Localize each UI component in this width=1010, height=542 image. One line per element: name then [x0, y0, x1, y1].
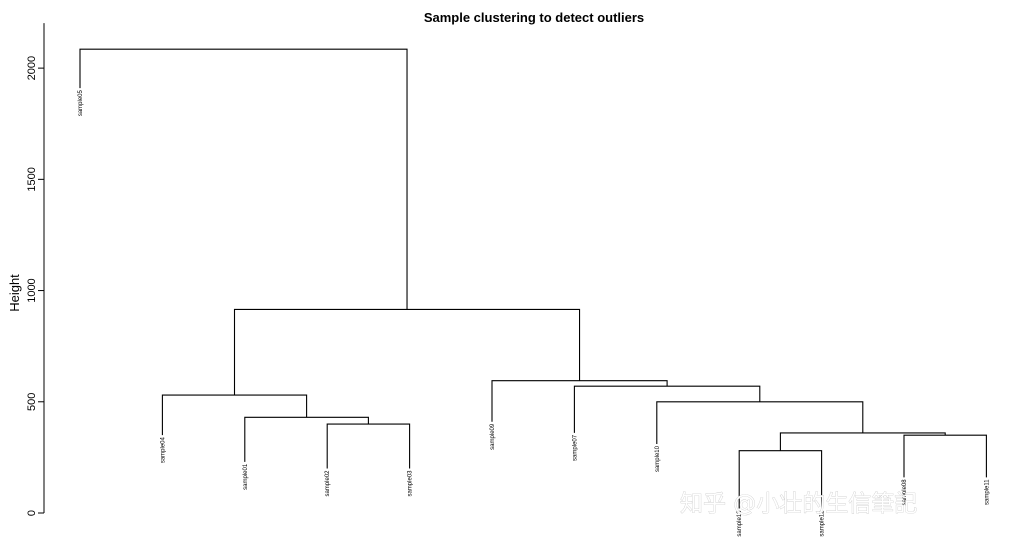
- leaf-label-sample02: sample02: [325, 470, 331, 497]
- watermark: 知乎 @小壮的生信筆記: [680, 491, 917, 517]
- y-tick-label: 1500: [26, 167, 38, 191]
- dendrogram-branches: [79, 48, 987, 509]
- y-tick-label: 0: [26, 510, 38, 516]
- leaf-label-sample01: sample01: [243, 463, 249, 490]
- leaf-label-sample11: sample11: [984, 479, 990, 505]
- branch-m8: [573, 385, 761, 433]
- branch-m5: [903, 434, 987, 478]
- branch-m6: [779, 432, 946, 451]
- y-tick-label: 500: [26, 393, 38, 411]
- leaf-label-sample08: sample08: [902, 479, 908, 506]
- branch-m9: [491, 380, 668, 422]
- leaf-label-sample13: sample13: [737, 510, 743, 537]
- leaf-label-sample09: sample09: [490, 423, 496, 450]
- chart-title: Sample clustering to detect outliers: [424, 10, 644, 25]
- leaf-label-sample07: sample07: [572, 434, 578, 461]
- y-axis-label: Height: [7, 274, 22, 312]
- leaf-label-sample12: sample12: [820, 510, 826, 537]
- branch-m1: [326, 423, 411, 469]
- branch-m10: [233, 308, 581, 396]
- leaf-label-sample10: sample10: [655, 445, 661, 472]
- branch-m11: [79, 48, 408, 310]
- y-tick-label: 2000: [26, 56, 38, 80]
- y-tick-label: 1000: [26, 278, 38, 302]
- branch-m7: [656, 401, 864, 445]
- leaf-label-sample05: sample05: [78, 89, 84, 116]
- leaf-label-sample04: sample04: [160, 436, 166, 463]
- leaf-labels: sample05 sample04 sample01 sample02 sample03…: [78, 89, 990, 536]
- branch-m3: [161, 394, 308, 436]
- leaf-label-sample03: sample03: [408, 470, 414, 497]
- y-axis: 0 500 1000 1500 2000: [26, 23, 45, 516]
